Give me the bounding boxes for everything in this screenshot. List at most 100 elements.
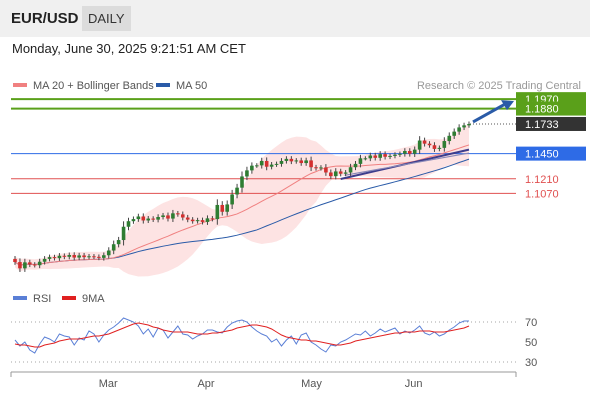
- candle: [72, 252, 77, 261]
- candle-body: [269, 164, 274, 167]
- candle-body: [462, 125, 466, 128]
- candle: [37, 258, 42, 269]
- candle-body: [111, 244, 116, 251]
- candle-body: [230, 194, 234, 205]
- candle: [284, 156, 289, 164]
- candle-body: [195, 220, 200, 222]
- rsi-legend-label: RSI: [33, 293, 52, 305]
- candle: [417, 136, 422, 155]
- candle: [363, 156, 368, 161]
- candle-body: [42, 258, 47, 262]
- candle-body: [264, 160, 269, 167]
- candle-body: [442, 141, 447, 148]
- candle: [447, 132, 452, 145]
- candle-body: [47, 257, 52, 259]
- candle-body: [393, 154, 397, 156]
- candle-body: [255, 165, 259, 167]
- candle: [457, 124, 461, 135]
- rsi-tick-label: 30: [525, 357, 537, 369]
- candle: [136, 213, 141, 222]
- candle-body: [378, 154, 382, 158]
- candle: [422, 137, 427, 147]
- candle: [171, 209, 175, 222]
- candle: [343, 170, 348, 177]
- x-tick-label: Mar: [99, 378, 118, 390]
- candle-body: [299, 160, 304, 164]
- candle-body: [309, 160, 313, 168]
- candle: [333, 168, 338, 180]
- price-tag-1.1880: [516, 101, 586, 116]
- candle: [407, 148, 412, 157]
- candle: [264, 157, 269, 171]
- candle: [245, 166, 249, 181]
- candle-body: [240, 176, 244, 188]
- x-tick-label: May: [301, 378, 322, 390]
- candle: [87, 253, 91, 260]
- candle: [442, 137, 447, 152]
- legend-9ma: 9MA: [62, 293, 105, 305]
- candle: [102, 252, 106, 261]
- candle: [67, 252, 72, 260]
- bollinger-band: [15, 123, 469, 277]
- candle: [210, 216, 215, 222]
- candle: [393, 152, 397, 159]
- candle: [432, 142, 437, 152]
- candle: [403, 148, 407, 157]
- candle-body: [348, 167, 353, 173]
- candle: [18, 258, 22, 272]
- candle: [176, 210, 180, 217]
- candle: [240, 171, 244, 193]
- ma50-legend-label: MA 50: [176, 80, 208, 92]
- price-tag-label: 1.1880: [525, 104, 559, 116]
- candle-body: [131, 219, 136, 222]
- candle: [304, 157, 308, 166]
- x-tick-label: Jun: [405, 378, 423, 390]
- candle-body: [23, 262, 27, 269]
- legend-ma20: MA 20 + Bollinger Bands: [13, 80, 154, 92]
- candle-body: [200, 220, 205, 222]
- candle: [279, 158, 284, 167]
- candle-body: [121, 226, 126, 241]
- candle-body: [166, 215, 170, 219]
- symbol-label[interactable]: EUR/USD: [11, 10, 79, 27]
- candle-body: [274, 163, 279, 165]
- candle-body: [324, 167, 328, 173]
- candle-body: [210, 218, 215, 220]
- datetime-label: Monday, June 30, 2025 9:21:51 AM CET: [12, 41, 246, 56]
- credit-label: Research © 2025 Trading Central: [416, 80, 581, 92]
- rsi-tick-label: 70: [525, 317, 537, 329]
- candle-body: [388, 155, 392, 157]
- candle: [255, 163, 259, 168]
- price-tag-1.1733: [516, 116, 586, 131]
- candle-body: [284, 158, 289, 161]
- candle: [314, 164, 318, 171]
- timeframe-button[interactable]: DAILY: [82, 6, 131, 31]
- candle: [388, 153, 392, 160]
- candle-body: [437, 147, 442, 149]
- ma20-swatch-icon: [13, 83, 27, 88]
- candle: [131, 216, 136, 224]
- candle-body: [343, 172, 348, 174]
- candle-body: [467, 123, 471, 126]
- candle: [329, 169, 333, 180]
- candle-body: [383, 154, 387, 157]
- candle: [62, 253, 67, 260]
- level-label: 1.1210: [525, 174, 559, 186]
- candle: [378, 151, 382, 161]
- price-tag-1.1450: [516, 146, 586, 161]
- candle: [47, 254, 52, 262]
- candle: [156, 214, 160, 223]
- candle-body: [259, 160, 264, 166]
- candle-body: [314, 167, 318, 169]
- candle-body: [151, 218, 155, 220]
- candle: [324, 164, 328, 176]
- candle-body: [398, 153, 402, 155]
- candle: [462, 122, 466, 131]
- candle: [319, 165, 323, 171]
- candle: [200, 217, 205, 225]
- uptrend-channel-line: [344, 152, 470, 176]
- candle-body: [412, 149, 417, 154]
- rsi-swatch-icon: [13, 296, 27, 301]
- candle-body: [373, 155, 378, 158]
